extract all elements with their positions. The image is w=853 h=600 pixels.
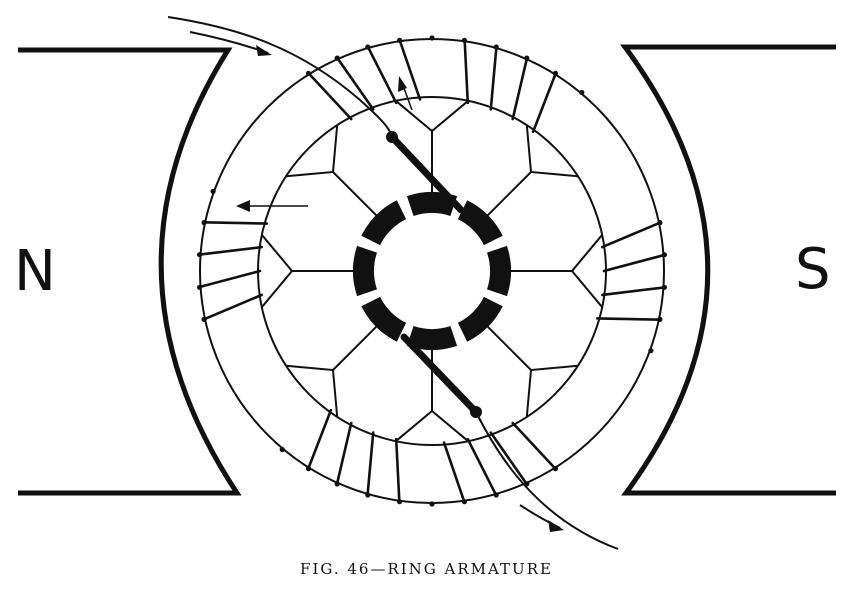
coil-turn [442, 441, 466, 504]
coil-terminal-dot [334, 55, 340, 61]
coil-turn [201, 293, 263, 321]
coil-turn [466, 437, 498, 498]
coil-terminal-dot [493, 44, 499, 50]
coil-terminal-dot [579, 89, 585, 96]
coil-terminal-dot [201, 316, 207, 322]
coil-terminal-dot [197, 252, 203, 258]
north-pole-piece [18, 47, 242, 496]
coil-leads [261, 100, 603, 442]
coil-terminal-dot [365, 492, 371, 498]
coil-terminal-dot [552, 466, 559, 472]
incoming-lead-wire [167, 16, 393, 138]
commutator-segment [406, 192, 458, 216]
coil-terminal-dot [279, 446, 285, 453]
commutator-segment [457, 200, 503, 246]
commutator-segment [406, 326, 458, 350]
coil-lead [286, 125, 378, 217]
coil-turn [197, 269, 262, 289]
coil-terminal-dot [657, 316, 663, 322]
current-arrow-left [236, 200, 308, 212]
coil-terminal-dot [461, 37, 467, 43]
coil-turn [197, 245, 263, 256]
coil-terminal-dot [429, 501, 435, 507]
coil-terminal-dot [461, 499, 467, 505]
coil-lead [286, 325, 378, 417]
south-pole-piece [620, 44, 836, 496]
coil-terminal-dot [201, 220, 207, 226]
figure-caption: FIG. 46—RING ARMATURE [300, 560, 553, 578]
coil-terminal-dot [661, 252, 668, 258]
coil-turn [531, 71, 558, 134]
coil-turn [306, 71, 353, 121]
coil-terminal-dot [524, 55, 530, 61]
coil-group [461, 37, 585, 134]
coil-terminal-dot [334, 481, 340, 487]
current-arrow-up [398, 76, 413, 111]
coil-terminal-dot [210, 188, 216, 194]
commutator [353, 192, 511, 350]
coil-terminal-dot [657, 220, 663, 226]
armature-coils [197, 35, 668, 507]
coil-group [197, 188, 268, 322]
commutator-segment [361, 296, 407, 342]
coil-terminal-dot [305, 70, 312, 76]
coil-turn [489, 431, 529, 487]
coil-terminal-dot [661, 284, 668, 290]
coil-turn [366, 431, 375, 498]
coil-turn [398, 38, 422, 101]
coil-turn [201, 221, 268, 225]
coil-terminal-dot [493, 492, 499, 498]
commutator-segment [353, 245, 377, 297]
coil-terminal-dot [365, 44, 371, 50]
coil-turn [366, 44, 398, 105]
coil-terminal-dot [197, 284, 203, 290]
coil-turn [335, 421, 353, 487]
coil-turn [335, 55, 375, 111]
commutator-segment [487, 245, 511, 297]
outgoing-lead-wire [475, 411, 619, 550]
coil-turn [306, 408, 333, 471]
coil-lead [395, 349, 469, 442]
commutator-segment [457, 296, 503, 342]
coil-group [596, 220, 668, 354]
coil-turn [463, 38, 470, 105]
coil-turn [511, 55, 529, 121]
north-pole-label: N [14, 239, 56, 304]
coil-turn [596, 317, 663, 321]
current-arrow-outgoing [519, 504, 564, 532]
south-pole-label: S [795, 237, 831, 302]
coil-lead [261, 234, 354, 308]
coil-terminal-dot [552, 70, 559, 76]
coil-turn [601, 221, 663, 249]
coil-lead [486, 125, 578, 217]
coil-turn [601, 286, 667, 297]
coil-terminal-dot [429, 35, 435, 41]
coil-terminal-dot [397, 37, 403, 43]
coil-turn [511, 421, 558, 471]
coil-turn [602, 253, 667, 273]
current-arrow-incoming [189, 31, 272, 56]
coil-terminal-dot [305, 466, 312, 472]
coil-turn [489, 44, 498, 111]
coil-lead [510, 234, 603, 308]
commutator-segment [361, 200, 407, 246]
coil-group [429, 421, 559, 507]
coil-group [305, 35, 435, 121]
commutator-bore [377, 216, 487, 326]
coil-lead [486, 325, 578, 417]
coil-turn [394, 437, 401, 504]
coil-terminal-dot [648, 348, 654, 354]
coil-group [279, 408, 403, 505]
coil-terminal-dot [397, 499, 403, 505]
